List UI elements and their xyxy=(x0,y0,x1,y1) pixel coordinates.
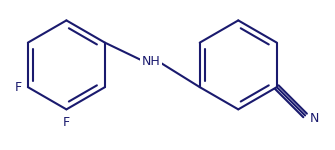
Text: N: N xyxy=(310,112,320,125)
Text: NH: NH xyxy=(141,55,160,68)
Text: F: F xyxy=(15,81,22,94)
Text: F: F xyxy=(63,116,70,129)
